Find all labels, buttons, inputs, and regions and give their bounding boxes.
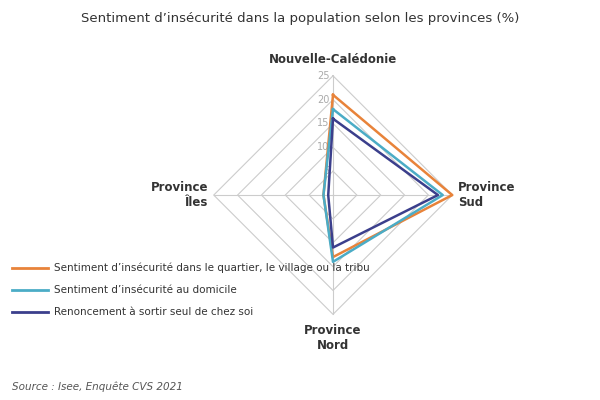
Text: Sentiment d’insécurité dans la population selon les provinces (%): Sentiment d’insécurité dans la populatio… — [81, 12, 519, 25]
Text: Province
Îles: Province Îles — [151, 181, 208, 209]
Text: 5: 5 — [323, 166, 329, 176]
Text: 15: 15 — [317, 118, 329, 128]
Text: Source : Isee, Enquête CVS 2021: Source : Isee, Enquête CVS 2021 — [12, 382, 183, 392]
Text: Province
Sud: Province Sud — [458, 181, 515, 209]
Text: Sentiment d’insécurité dans le quartier, le village ou la tribu: Sentiment d’insécurité dans le quartier,… — [54, 263, 370, 273]
Text: 25: 25 — [317, 71, 329, 81]
Text: 20: 20 — [317, 95, 329, 105]
Text: Renoncement à sortir seul de chez soi: Renoncement à sortir seul de chez soi — [54, 307, 253, 317]
Text: Province
Nord: Province Nord — [304, 324, 362, 352]
Text: Nouvelle-Calédonie: Nouvelle-Calédonie — [269, 53, 397, 66]
Text: Sentiment d’insécurité au domicile: Sentiment d’insécurité au domicile — [54, 285, 237, 295]
Text: 10: 10 — [317, 142, 329, 152]
